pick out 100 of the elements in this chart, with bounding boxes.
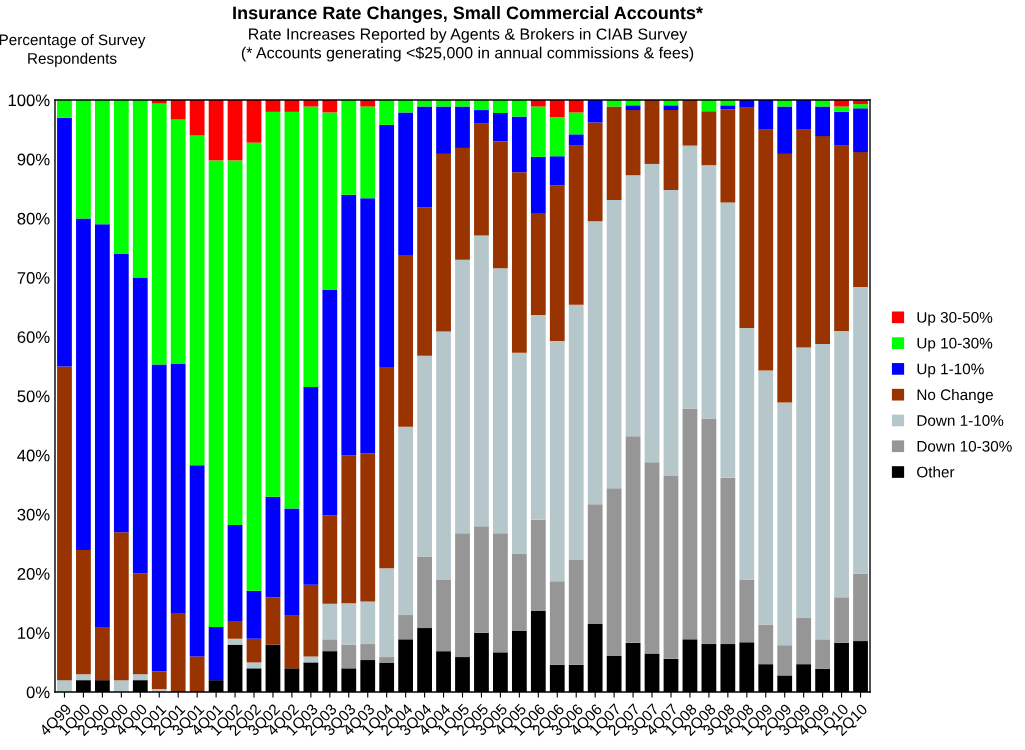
bar xyxy=(417,207,432,356)
bar xyxy=(246,100,262,143)
bar xyxy=(625,175,641,437)
bar xyxy=(815,639,831,669)
bar xyxy=(530,314,546,520)
bar xyxy=(815,343,831,640)
bar xyxy=(606,488,622,656)
y-tick-label: 10% xyxy=(18,627,50,639)
bar xyxy=(853,287,868,574)
bar xyxy=(113,253,129,533)
bar xyxy=(663,110,679,190)
bar xyxy=(455,100,470,107)
bar xyxy=(303,387,319,585)
bar xyxy=(284,508,300,616)
bar xyxy=(417,355,432,557)
bar xyxy=(151,103,167,365)
bar xyxy=(398,112,414,256)
bar xyxy=(549,156,565,186)
bar xyxy=(360,198,376,454)
bar xyxy=(398,255,414,427)
bar xyxy=(796,618,812,665)
bar xyxy=(132,674,148,681)
bar xyxy=(587,100,603,123)
legend-label: Up 30-50% xyxy=(917,311,993,326)
bar xyxy=(76,218,91,550)
bar xyxy=(322,639,338,652)
bar xyxy=(170,100,186,120)
bar xyxy=(303,656,319,663)
bar xyxy=(322,290,338,516)
bar xyxy=(398,615,414,640)
bar xyxy=(530,100,546,107)
bar xyxy=(511,352,527,555)
legend-label: Up 1-10% xyxy=(917,363,984,378)
bar xyxy=(758,624,774,665)
bar xyxy=(265,597,281,645)
bar xyxy=(834,330,849,598)
bar xyxy=(341,603,357,645)
bar xyxy=(151,364,167,672)
bar xyxy=(777,402,793,646)
bar xyxy=(57,366,72,681)
bar xyxy=(493,268,508,534)
bar xyxy=(834,597,849,643)
bar xyxy=(455,147,470,260)
bar xyxy=(322,112,338,291)
bar xyxy=(568,134,584,146)
chart-title: Insurance Rate Changes, Small Commercial Accounts* xyxy=(233,6,703,23)
bar xyxy=(682,100,698,146)
bar xyxy=(132,277,148,574)
bar xyxy=(341,100,357,195)
bar xyxy=(474,100,489,111)
bar xyxy=(303,584,319,657)
bar xyxy=(379,124,395,367)
bar xyxy=(132,573,148,675)
bar xyxy=(606,100,622,107)
bar xyxy=(474,526,489,633)
bar xyxy=(511,554,527,632)
bar xyxy=(246,638,262,663)
bar xyxy=(739,107,755,328)
legend-label: No Change xyxy=(917,388,993,404)
bar xyxy=(246,662,262,669)
bar xyxy=(417,100,432,107)
bar xyxy=(701,165,717,419)
bar xyxy=(663,475,679,659)
bar xyxy=(758,129,774,371)
bar xyxy=(227,100,243,161)
bar xyxy=(834,100,849,107)
bar xyxy=(739,100,755,108)
bar xyxy=(94,224,110,627)
bar xyxy=(815,100,831,107)
bar xyxy=(322,100,338,113)
bar xyxy=(815,106,831,137)
bar xyxy=(701,111,717,166)
bar xyxy=(606,106,622,201)
bar xyxy=(265,111,281,497)
bar xyxy=(113,100,129,254)
bar xyxy=(246,590,262,639)
bar xyxy=(739,579,755,643)
bar xyxy=(303,100,319,107)
bar xyxy=(663,105,679,111)
bar xyxy=(606,200,622,489)
bar xyxy=(625,105,641,111)
bar xyxy=(474,123,489,236)
bar xyxy=(530,213,546,315)
bar xyxy=(417,106,432,208)
bar xyxy=(720,109,736,203)
y-tick-label: 70% xyxy=(17,272,50,284)
bar xyxy=(170,363,186,614)
bar xyxy=(493,113,508,142)
bar xyxy=(76,549,91,675)
bar xyxy=(76,100,91,219)
bar xyxy=(777,153,793,403)
bar xyxy=(455,259,470,534)
bar xyxy=(530,156,546,214)
y-tick-label: 60% xyxy=(17,331,50,343)
bar xyxy=(568,559,584,665)
bar xyxy=(208,160,224,627)
bar xyxy=(265,496,281,598)
bar xyxy=(170,119,186,364)
bar xyxy=(284,615,300,669)
bar xyxy=(208,100,224,161)
